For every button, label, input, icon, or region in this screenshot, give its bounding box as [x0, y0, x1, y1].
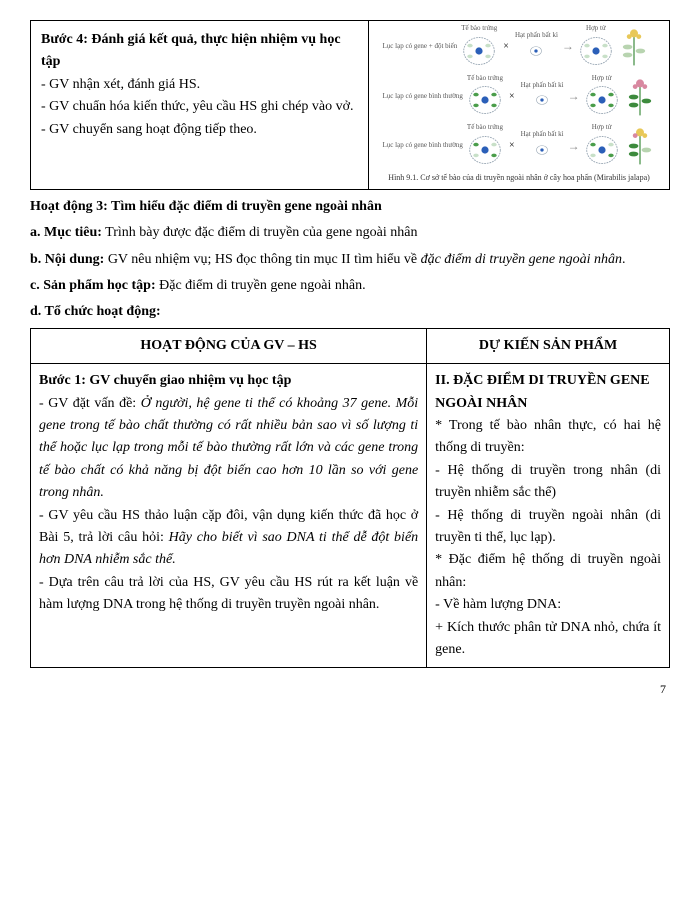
step4-box: Bước 4: Đánh giá kết quả, thực hiện nhiệ… — [30, 20, 670, 190]
a-text: Trình bày được đặc điểm di truyền của ge… — [102, 225, 418, 240]
b-text-italic: đặc điểm di truyền gene ngoài nhân — [421, 252, 622, 267]
label-zygote-3: Hợp tử — [592, 124, 612, 132]
plant-1-icon — [618, 27, 650, 67]
right-p2: - Hệ thống di truyền trong nhân (di truy… — [435, 460, 661, 505]
label-zygote-2: Hợp tử — [592, 75, 612, 83]
cross-2: × — [507, 89, 517, 105]
left-p1b: Ở người, hệ gene ti thể có khoảng 37 gen… — [39, 396, 418, 501]
zygote-1-icon — [578, 33, 614, 69]
arrow-2: → — [568, 87, 580, 106]
step4-title: Bước 4: Đánh giá kết quả, thực hiện nhiệ… — [41, 29, 358, 74]
label-egg-3: Tế bào trứng — [467, 124, 503, 132]
left-p1: - GV đặt vấn đề: Ở người, hệ gene ti thể… — [39, 393, 418, 505]
header-right: DỰ KIẾN SẢN PHẨM — [427, 328, 670, 363]
label-egg-2: Tế bào trứng — [467, 75, 503, 83]
left-p3: - Dựa trên câu trả lời của HS, GV yêu cầ… — [39, 572, 418, 617]
diagram-col: Lục lạp có gene + đột biến Tế bào trứng … — [369, 21, 669, 189]
egg-cell-1-icon — [461, 33, 497, 69]
pollen-1-icon — [525, 40, 547, 62]
header-left: HOẠT ĐỘNG CỦA GV – HS — [31, 328, 427, 363]
plant-3-icon — [624, 126, 656, 166]
diagram-row-2: Lục lạp có gene bình thường Tế bào trứng… — [383, 75, 656, 119]
arrow-3: → — [568, 137, 580, 156]
arrow-1: → — [562, 37, 574, 56]
activity-table: HOẠT ĐỘNG CỦA GV – HS DỰ KIẾN SẢN PHẨM B… — [30, 328, 670, 668]
label-leftC: Lục lạp có gene bình thường — [383, 142, 463, 150]
diagram-row-1: Lục lạp có gene + đột biến Tế bào trứng … — [383, 25, 656, 69]
c-text: Đặc điểm di truyền gene ngoài nhân. — [156, 278, 366, 293]
right-p5: - Về hàm lượng DNA: — [435, 594, 661, 616]
right-p1: * Trong tế bào nhân thực, có hai hệ thốn… — [435, 415, 661, 460]
right-p3: - Hệ thống di truyền ngoài nhân (di truy… — [435, 505, 661, 550]
step4-line1: - GV nhận xét, đánh giá HS. — [41, 74, 358, 96]
b-label: b. Nội dung: — [30, 252, 104, 267]
c-label: c. Sản phẩm học tập: — [30, 278, 156, 293]
right-p4: * Đặc điểm hệ thống di truyền ngoài nhân… — [435, 549, 661, 594]
cross-3: × — [507, 138, 517, 154]
pollen-3-icon — [531, 139, 553, 161]
label-pollen-3: Hạt phấn bất kì — [521, 131, 564, 139]
step4-line2: - GV chuẩn hóa kiến thức, yêu cầu HS ghi… — [41, 96, 358, 118]
b-text-1: GV nêu nhiệm vụ; HS đọc thông tin mục II… — [104, 252, 420, 267]
diagram-caption: Hình 9.1. Cơ sở tế bào của di truyền ngo… — [388, 172, 650, 185]
b-text-2: . — [622, 252, 626, 267]
label-leftA: Lục lạp có gene + đột biến — [383, 43, 458, 51]
egg-cell-3-icon — [467, 132, 503, 168]
pollen-2-icon — [531, 89, 553, 111]
page-number: 7 — [30, 680, 670, 699]
step4-line3: - GV chuyển sang hoạt động tiếp theo. — [41, 119, 358, 141]
activity3-a: a. Mục tiêu: Trình bày được đặc điểm di … — [30, 222, 670, 244]
table-header-row: HOẠT ĐỘNG CỦA GV – HS DỰ KIẾN SẢN PHẨM — [31, 328, 670, 363]
egg-cell-2-icon — [467, 82, 503, 118]
label-pollen-2: Hạt phấn bất kì — [521, 82, 564, 90]
label-leftB: Lục lạp có gene bình thường — [383, 93, 463, 101]
cell-right: II. ĐẶC ĐIỂM DI TRUYỀN GENE NGOÀI NHÂN *… — [427, 364, 670, 668]
activity3-title: Hoạt động 3: Tìm hiểu đặc điểm di truyền… — [30, 196, 670, 218]
left-p1a: - GV đặt vấn đề: — [39, 396, 141, 411]
right-p6: + Kích thước phân tử DNA nhỏ, chứa ít ge… — [435, 617, 661, 662]
right-h1: II. ĐẶC ĐIỂM DI TRUYỀN GENE NGOÀI NHÂN — [435, 370, 661, 415]
zygote-2-icon — [584, 82, 620, 118]
zygote-3-icon — [584, 132, 620, 168]
label-zygote-1: Hợp tử — [586, 25, 606, 33]
activity3-b: b. Nội dung: GV nêu nhiệm vụ; HS đọc thô… — [30, 249, 670, 271]
left-p2: - GV yêu cầu HS thảo luận cặp đôi, vận d… — [39, 505, 418, 572]
activity3-block: Hoạt động 3: Tìm hiểu đặc điểm di truyền… — [30, 196, 670, 324]
table-body-row: Bước 1: GV chuyển giao nhiệm vụ học tập … — [31, 364, 670, 668]
a-label: a. Mục tiêu: — [30, 225, 102, 240]
left-step1: Bước 1: GV chuyển giao nhiệm vụ học tập — [39, 370, 418, 392]
step4-text-col: Bước 4: Đánh giá kết quả, thực hiện nhiệ… — [31, 21, 369, 189]
diagram-rows: Lục lạp có gene + đột biến Tế bào trứng … — [383, 25, 656, 170]
label-pollen-1: Hạt phấn bất kì — [515, 32, 558, 40]
activity3-c: c. Sản phẩm học tập: Đặc điểm di truyền … — [30, 275, 670, 297]
diagram-row-3: Lục lạp có gene bình thường Tế bào trứng… — [383, 124, 656, 168]
cross-1: × — [501, 39, 511, 55]
activity3-d: d. Tổ chức hoạt động: — [30, 301, 670, 323]
cell-left: Bước 1: GV chuyển giao nhiệm vụ học tập … — [31, 364, 427, 668]
plant-2-icon — [624, 77, 656, 117]
label-egg-1: Tế bào trứng — [461, 25, 497, 33]
